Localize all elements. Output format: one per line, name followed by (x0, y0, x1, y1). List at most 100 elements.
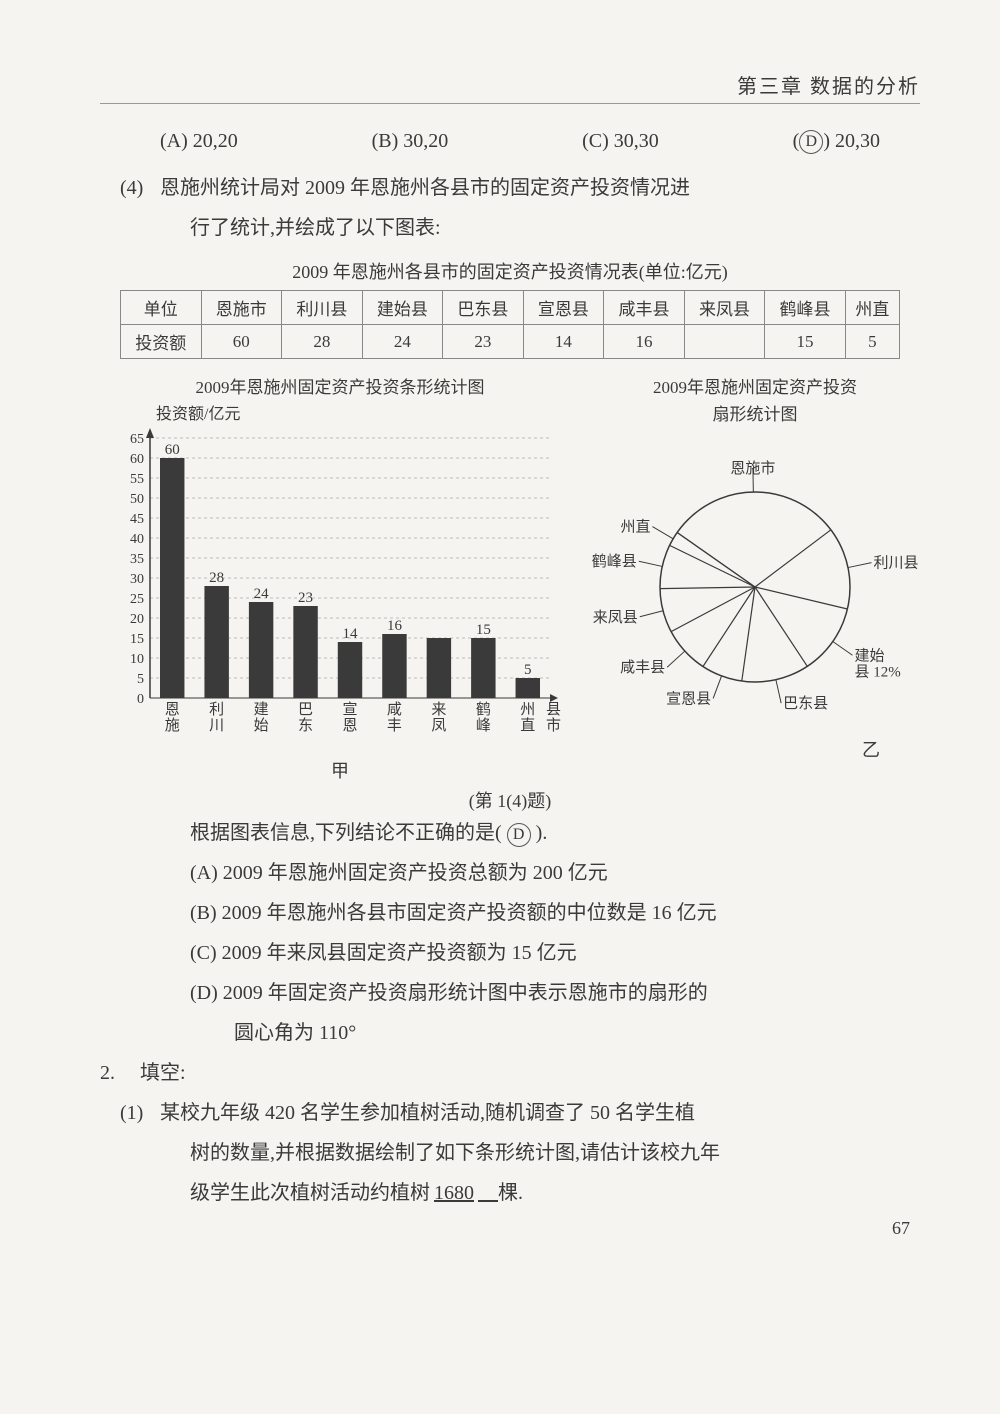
svg-text:市: 市 (546, 717, 561, 734)
q2-1-t3a: 级学生此次植树活动约植树 (190, 1182, 430, 1204)
svg-text:直: 直 (520, 717, 535, 734)
svg-text:州: 州 (520, 702, 535, 718)
concl-d1: (D) 2009 年固定资产投资扇形统计图中表示恩施市的扇形的 (100, 973, 920, 1013)
td (684, 325, 765, 359)
svg-text:55: 55 (130, 472, 144, 487)
svg-text:65: 65 (130, 432, 144, 447)
svg-text:利: 利 (209, 701, 224, 718)
th: 单位 (121, 291, 202, 325)
svg-text:16: 16 (387, 618, 403, 634)
svg-text:24: 24 (254, 586, 270, 602)
svg-text:恩: 恩 (165, 702, 180, 718)
pie-title-1: 2009年恩施州固定资产投资 (590, 373, 920, 398)
concl-c: (C) 2009 年来凤县固定资产投资额为 15 亿元 (100, 933, 920, 973)
svg-text:咸丰县: 咸丰县 (620, 660, 665, 677)
pie-title-2: 扇形统计图 (590, 400, 920, 425)
th: 州直 (845, 291, 899, 325)
svg-text:峰: 峰 (476, 717, 491, 734)
q2-1-l1: (1)某校九年级 420 名学生参加植树活动,随机调查了 50 名学生植 (100, 1093, 920, 1133)
svg-text:20: 20 (130, 612, 144, 627)
bar-sublabel: 甲 (100, 757, 580, 783)
svg-text:来凤县: 来凤县 (593, 609, 638, 626)
bar-chart-area: 2009年恩施州固定资产投资条形统计图 投资额/亿元 0510152025303… (100, 373, 580, 783)
svg-text:咸: 咸 (387, 701, 402, 718)
svg-text:川: 川 (209, 718, 224, 734)
svg-text:23: 23 (298, 590, 313, 606)
svg-text:建: 建 (254, 701, 269, 718)
svg-text:始: 始 (254, 717, 269, 734)
q4-line2: 行了统计,并绘成了以下图表: (100, 208, 920, 248)
investment-table: 单位 恩施市 利川县 建始县 巴东县 宣恩县 咸丰县 来凤县 鹤峰县 州直 投资… (120, 290, 900, 359)
concl-d2: 圆心角为 110° (100, 1013, 920, 1053)
svg-text:10: 10 (130, 652, 144, 667)
th: 咸丰县 (604, 291, 685, 325)
th: 恩施市 (201, 291, 282, 325)
svg-text:14: 14 (343, 626, 359, 642)
th: 鹤峰县 (765, 291, 846, 325)
q2-label: 填空: (140, 1062, 186, 1084)
svg-text:60: 60 (130, 452, 144, 467)
q2-fill-answer: 1680 (430, 1182, 478, 1204)
svg-text:60: 60 (165, 442, 180, 458)
q2-1-l2: 树的数量,并根据数据绘制了如下条形统计图,请估计该校九年 (100, 1133, 920, 1173)
svg-text:28: 28 (209, 570, 224, 586)
svg-text:凤: 凤 (431, 717, 446, 734)
td: 24 (362, 325, 443, 359)
pie-chart-svg: 恩施市利川县建始县 12%巴东县宣恩县咸丰县来凤县鹤峰县州直 (590, 427, 920, 727)
concl-b: (B) 2009 年恩施州各县市固定资产投资额的中位数是 16 亿元 (100, 893, 920, 933)
th: 巴东县 (443, 291, 524, 325)
bar-title: 2009年恩施州固定资产投资条形统计图 (100, 373, 580, 398)
svg-text:鹤峰县: 鹤峰县 (592, 554, 637, 571)
table-row: 投资额 60 28 24 23 14 16 15 5 (121, 325, 900, 359)
svg-text:宣恩县: 宣恩县 (666, 691, 711, 708)
svg-text:15: 15 (476, 622, 491, 638)
svg-text:宣: 宣 (342, 701, 357, 718)
charts-row: 2009年恩施州固定资产投资条形统计图 投资额/亿元 0510152025303… (100, 373, 920, 783)
opt-d-text: 20,30 (835, 130, 880, 152)
page-number: 67 (892, 1218, 910, 1239)
svg-text:45: 45 (130, 512, 144, 527)
q4-text1: 恩施州统计局对 2009 年恩施州各县市的固定资产投资情况进 (160, 177, 690, 199)
q2-1-l3: 级学生此次植树活动约植树1680 棵. (100, 1173, 920, 1213)
th: 宣恩县 (523, 291, 604, 325)
stem1: 根据图表信息,下列结论不正确的是( (190, 822, 502, 844)
svg-text:利川县: 利川县 (873, 555, 918, 572)
svg-text:施: 施 (165, 717, 180, 734)
svg-text:恩施市: 恩施市 (730, 460, 775, 477)
svg-text:30: 30 (130, 572, 144, 587)
conclusion-answer: D (507, 823, 531, 847)
svg-text:15: 15 (130, 632, 144, 647)
bar-ylabel: 投资额/亿元 (100, 400, 580, 424)
pie-sublabel: 乙 (590, 736, 920, 762)
q2-1-t1: 某校九年级 420 名学生参加植树活动,随机调查了 50 名学生植 (160, 1102, 695, 1124)
svg-text:5: 5 (137, 672, 144, 687)
td: 28 (282, 325, 363, 359)
svg-text:40: 40 (130, 532, 144, 547)
svg-text:县: 县 (546, 702, 561, 718)
opt-c: (C) 30,30 (582, 130, 659, 154)
td: 15 (765, 325, 846, 359)
svg-text:0: 0 (137, 692, 144, 707)
q3-options-row: (A) 20,20 (B) 30,20 (C) 30,30 (D) 20,30 (100, 124, 920, 168)
bar-chart-svg: 0510152025303540455055606560恩施28利川24建始23… (100, 428, 570, 748)
stem2: ). (536, 822, 548, 844)
table-header-row: 单位 恩施市 利川县 建始县 巴东县 宣恩县 咸丰县 来凤县 鹤峰县 州直 (121, 291, 900, 325)
svg-text:巴东县: 巴东县 (783, 695, 828, 712)
q2-head: 2.填空: (100, 1053, 920, 1093)
concl-a: (A) 2009 年恩施州固定资产投资总额为 200 亿元 (100, 853, 920, 893)
opt-d-group: (D) 20,30 (793, 130, 880, 154)
figure-caption: (第 1(4)题) (100, 787, 920, 813)
conclusion-stem: 根据图表信息,下列结论不正确的是( D ). (100, 813, 920, 853)
th: 来凤县 (684, 291, 765, 325)
q4-number: (4) (120, 168, 160, 208)
td: 60 (201, 325, 282, 359)
td: 5 (845, 325, 899, 359)
svg-text:州直: 州直 (620, 519, 650, 536)
td: 23 (443, 325, 524, 359)
q2-1-num: (1) (120, 1093, 160, 1133)
td: 14 (523, 325, 604, 359)
td: 16 (604, 325, 685, 359)
svg-text:恩: 恩 (342, 718, 357, 734)
svg-text:东: 东 (298, 717, 313, 734)
svg-text:建始: 建始 (854, 648, 884, 665)
